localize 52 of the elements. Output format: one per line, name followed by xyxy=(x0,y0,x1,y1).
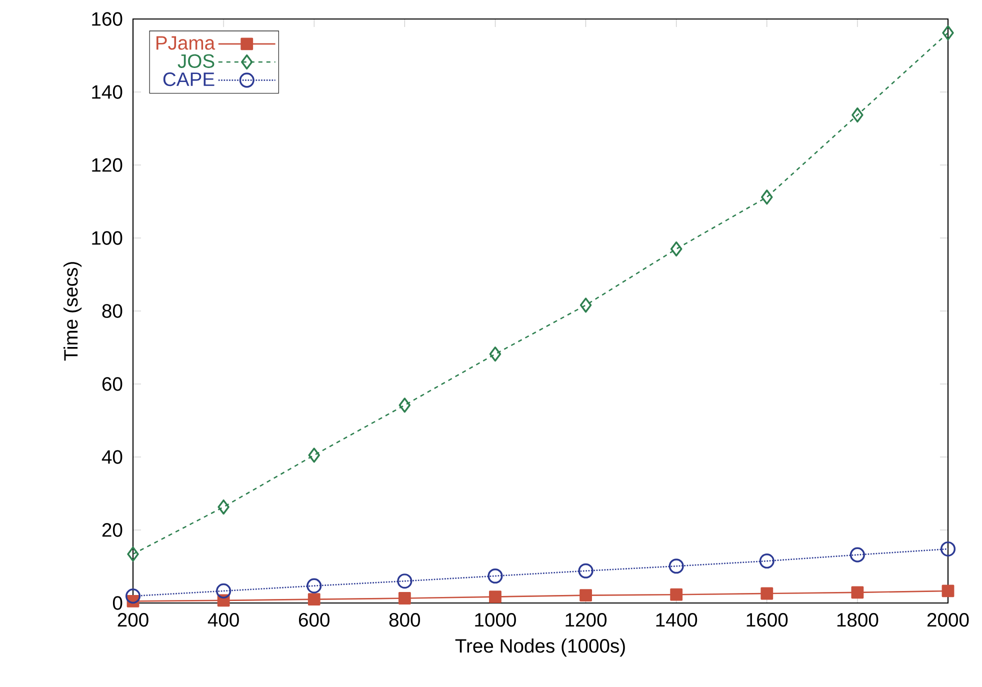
y-tick-label: 40 xyxy=(102,450,122,464)
point xyxy=(308,593,320,606)
point xyxy=(761,190,773,205)
point xyxy=(759,553,774,569)
point xyxy=(398,398,411,413)
legend-label: CAPE xyxy=(163,72,214,86)
y-tick-label: 120 xyxy=(92,158,122,172)
point xyxy=(940,541,956,557)
point xyxy=(398,592,411,604)
point xyxy=(670,588,683,601)
point xyxy=(125,588,141,604)
point xyxy=(852,107,864,123)
y-tick-label: 0 xyxy=(112,596,122,610)
y-tick-label: 140 xyxy=(92,85,122,99)
x-axis-title: Tree Nodes (1000s) xyxy=(455,638,625,657)
x-tick-label: 800 xyxy=(389,613,420,627)
y-tick-label: 20 xyxy=(102,523,122,537)
legend-label: PJama xyxy=(156,36,216,50)
point xyxy=(397,574,412,589)
y-axis-title: Time (secs) xyxy=(64,262,82,361)
point xyxy=(942,25,954,40)
x-tick-label: 1000 xyxy=(475,613,516,627)
x-tick-label: 1600 xyxy=(746,613,788,627)
point xyxy=(216,583,232,598)
point xyxy=(218,499,230,515)
point xyxy=(670,241,682,256)
point xyxy=(127,546,139,562)
x-tick-label: 400 xyxy=(208,613,239,627)
point xyxy=(850,547,865,562)
point xyxy=(489,346,502,362)
point xyxy=(578,563,594,578)
x-tick-label: 2000 xyxy=(927,613,969,627)
point xyxy=(942,584,954,598)
point xyxy=(668,558,684,574)
x-tick-label: 200 xyxy=(118,613,148,627)
point xyxy=(580,589,592,602)
point xyxy=(580,298,592,313)
point xyxy=(306,578,322,594)
point xyxy=(488,568,503,584)
legend-label: JOS xyxy=(178,54,214,68)
y-tick-label: 80 xyxy=(102,304,122,318)
point xyxy=(760,587,774,600)
x-tick-label: 1400 xyxy=(656,613,698,627)
x-tick-label: 1200 xyxy=(566,613,607,627)
point xyxy=(489,590,502,603)
y-tick-label: 160 xyxy=(92,12,122,26)
y-tick-label: 100 xyxy=(92,231,122,245)
point xyxy=(308,448,320,463)
point xyxy=(851,586,864,599)
x-tick-label: 600 xyxy=(298,613,330,627)
x-tick-label: 1800 xyxy=(837,613,878,627)
y-tick-label: 60 xyxy=(102,377,122,391)
